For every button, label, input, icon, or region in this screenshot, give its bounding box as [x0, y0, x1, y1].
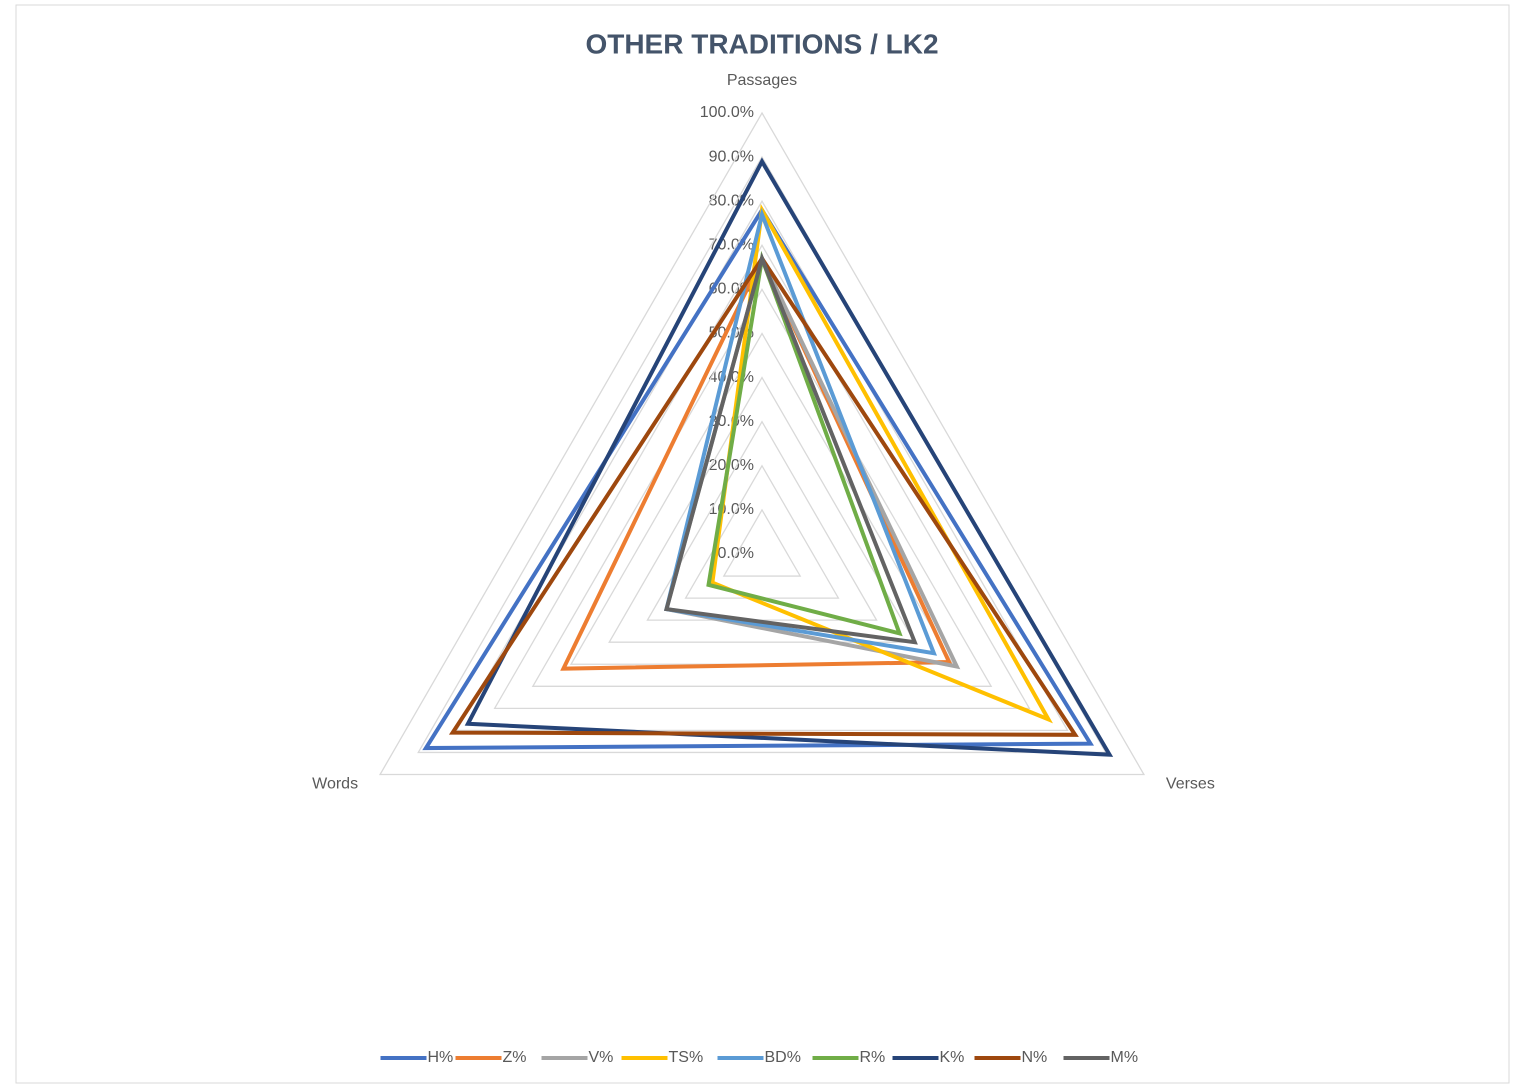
series-line — [464, 157, 1114, 757]
legend-label: H% — [428, 1049, 454, 1066]
grid-ring — [608, 376, 916, 643]
r-tick-label: 100.0% — [700, 104, 754, 121]
r-tick-label: 90.0% — [709, 148, 754, 165]
chart-title: OTHER TRADITIONS / LK2 — [585, 28, 938, 59]
legend-label: V% — [589, 1049, 614, 1066]
series-line — [560, 253, 953, 671]
legend-label: BD% — [765, 1049, 801, 1066]
series-line — [448, 254, 1079, 737]
legend-label: N% — [1022, 1049, 1048, 1066]
category-label: Verses — [1166, 776, 1215, 793]
chart-frame — [15, 4, 1510, 1084]
legend-label: M% — [1111, 1049, 1139, 1066]
grid-ring — [493, 244, 1031, 709]
series-line — [664, 207, 938, 656]
r-tick-label: 20.0% — [709, 457, 754, 474]
legend-label: R% — [860, 1049, 886, 1066]
legend-label: K% — [940, 1049, 965, 1066]
grid-ring — [722, 508, 802, 577]
category-label: Passages — [727, 72, 797, 89]
legend-label: Z% — [503, 1049, 527, 1066]
grid-ring — [531, 288, 993, 687]
grid-ring — [455, 199, 1069, 732]
r-tick-label: 10.0% — [709, 501, 754, 518]
grid-ring — [378, 111, 1146, 776]
r-tick-label: 0.0% — [718, 545, 754, 562]
series-line — [710, 203, 1053, 724]
series-line — [663, 252, 918, 645]
category-label: Words — [312, 776, 358, 793]
legend-label: TS% — [669, 1049, 704, 1066]
r-tick-label: 80.0% — [709, 192, 754, 209]
series-line — [706, 250, 903, 637]
